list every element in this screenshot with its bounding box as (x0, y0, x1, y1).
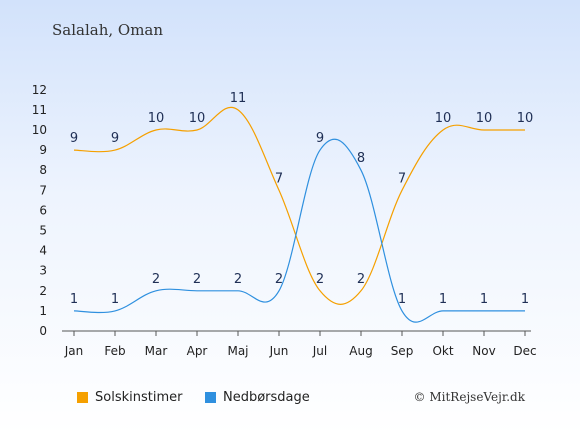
y-tick-label: 3 (39, 264, 47, 278)
data-label-sun: 2 (357, 272, 365, 287)
x-tick-label: Mar (145, 344, 168, 358)
series-line-rain (73, 138, 525, 323)
x-tick-label: Aug (349, 344, 372, 358)
data-label-sun: 10 (148, 111, 165, 126)
x-tick-label: Jun (269, 344, 289, 358)
data-label-rain: 1 (521, 292, 529, 307)
x-tick-label: Feb (104, 344, 125, 358)
data-label-sun: 10 (517, 111, 534, 126)
legend-swatch-rain (205, 392, 216, 403)
data-label-rain: 1 (439, 292, 447, 307)
data-label-rain: 8 (357, 151, 365, 166)
data-label-sun: 9 (111, 131, 119, 146)
x-tick-label: Apr (187, 344, 208, 358)
data-label-sun: 10 (189, 111, 206, 126)
y-tick-label: 2 (39, 284, 47, 298)
copyright: © MitRejseVejr.dk (413, 390, 525, 404)
x-tick-label: Jul (312, 344, 327, 358)
data-label-sun: 7 (398, 171, 406, 186)
x-tick-label: Nov (472, 344, 495, 358)
data-label-sun: 2 (316, 272, 324, 287)
x-tick-label: Jan (64, 344, 84, 358)
legend-label-rain: Nedbørsdage (223, 390, 310, 405)
data-label-rain: 1 (480, 292, 488, 307)
data-label-sun: 11 (230, 91, 247, 106)
y-tick-label: 9 (39, 143, 47, 157)
data-label-sun: 7 (275, 171, 283, 186)
legend-swatch-sun (77, 392, 88, 403)
data-label-rain: 1 (111, 292, 119, 307)
series-lines (73, 106, 525, 323)
y-tick-label: 8 (39, 163, 47, 177)
data-label-rain: 2 (234, 272, 242, 287)
chart-title: Salalah, Oman (52, 21, 164, 39)
data-label-sun: 9 (70, 131, 78, 146)
y-tick-label: 10 (32, 123, 47, 137)
y-tick-label: 6 (39, 203, 47, 217)
data-label-rain: 2 (193, 272, 201, 287)
y-tick-label: 1 (39, 304, 47, 318)
data-label-rain: 1 (398, 292, 406, 307)
y-tick-label: 12 (32, 83, 47, 97)
legend-item-rain: Nedbørsdage (205, 390, 310, 405)
data-label-rain: 1 (70, 292, 78, 307)
y-tick-label: 7 (39, 183, 47, 197)
legend-label-sun: Solskinstimer (95, 390, 183, 405)
data-label-rain: 2 (275, 272, 283, 287)
data-label-rain: 2 (152, 272, 160, 287)
series-line-sun (73, 106, 525, 305)
y-tick-label: 0 (39, 324, 47, 338)
y-tick-label: 4 (39, 244, 47, 258)
data-label-rain: 9 (316, 131, 324, 146)
y-tick-label: 5 (39, 224, 47, 238)
x-tick-label: Okt (432, 344, 453, 358)
data-label-sun: 10 (476, 111, 493, 126)
x-tick-label: Maj (227, 344, 248, 358)
legend-item-sun: Solskinstimer (77, 390, 182, 405)
y-tick-label: 11 (32, 103, 47, 117)
data-label-sun: 10 (435, 111, 452, 126)
x-tick-label: Sep (391, 344, 414, 358)
x-tick-label: Dec (513, 344, 536, 358)
